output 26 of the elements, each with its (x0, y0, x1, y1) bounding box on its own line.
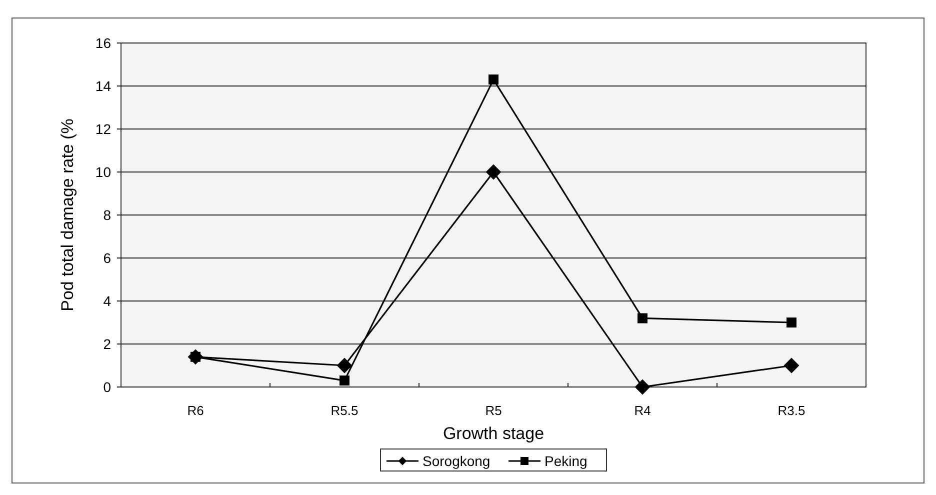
y-tick-label: 2 (103, 336, 112, 352)
x-tick-label: R5.5 (330, 403, 358, 418)
x-tick-label: R3.5 (778, 403, 806, 418)
y-tick-label: 10 (95, 164, 112, 180)
x-axis-title: Growth stage (442, 424, 544, 443)
point (340, 376, 350, 386)
y-tick-label: 16 (95, 34, 112, 51)
point (786, 318, 796, 328)
point (337, 358, 352, 373)
point (635, 380, 650, 394)
point (784, 358, 799, 373)
x-tick-label: R6 (187, 403, 204, 418)
legend-label: Peking (544, 452, 588, 469)
y-tick-label: 14 (95, 78, 112, 94)
y-tick-label: 0 (103, 378, 112, 395)
point (638, 313, 648, 324)
point (486, 164, 501, 180)
y-axis-title: Pod total damage rate (% (58, 118, 77, 312)
y-tick-label: 4 (103, 292, 112, 309)
point (488, 74, 498, 85)
x-tick-label: R5 (485, 403, 502, 418)
x-tick-label: R4 (634, 403, 651, 418)
y-tick-label: 8 (103, 206, 112, 223)
legend-label: Sorogkong (422, 452, 490, 469)
y-tick-label: 6 (103, 250, 112, 266)
y-tick-label: 12 (95, 120, 112, 137)
